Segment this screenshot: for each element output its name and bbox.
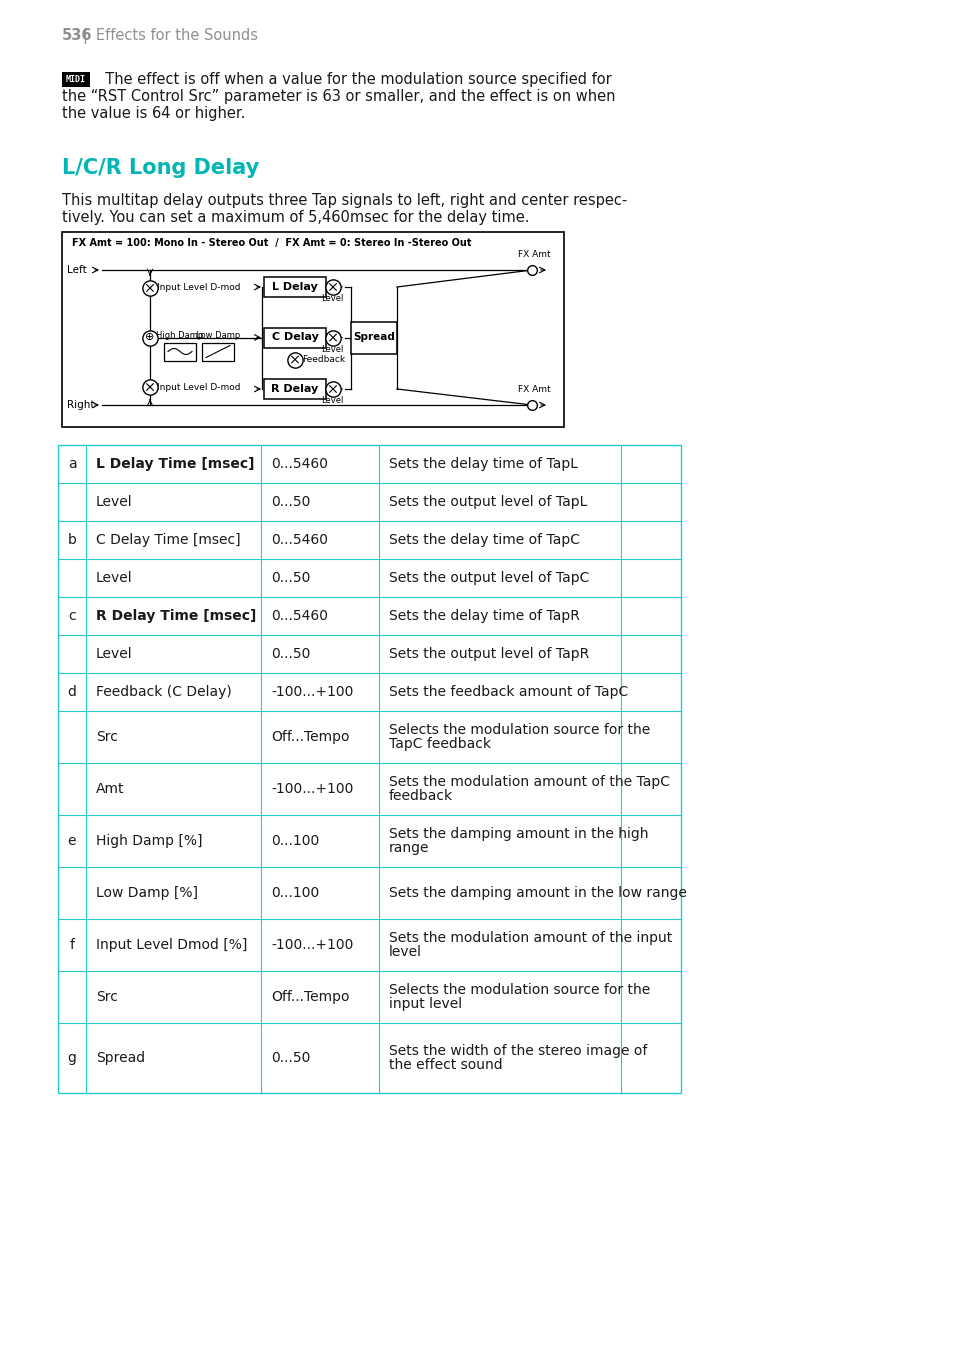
- Text: a: a: [68, 458, 76, 471]
- Text: 0...50: 0...50: [271, 647, 310, 661]
- Text: Src: Src: [96, 990, 118, 1005]
- Text: Sets the modulation amount of the TapC: Sets the modulation amount of the TapC: [389, 774, 669, 789]
- Bar: [202, 343, 233, 360]
- Text: level: level: [389, 945, 421, 959]
- Text: Spread: Spread: [96, 1051, 145, 1066]
- Text: High Damp [%]: High Damp [%]: [96, 834, 202, 848]
- Text: Level: Level: [96, 647, 132, 661]
- Text: Sets the output level of TapR: Sets the output level of TapR: [389, 647, 589, 661]
- Text: range: range: [389, 841, 429, 854]
- Text: b: b: [68, 533, 76, 547]
- Bar: [58, 445, 680, 1093]
- Text: g: g: [68, 1051, 76, 1066]
- Text: 0...5460: 0...5460: [271, 458, 328, 471]
- Text: Low Damp [%]: Low Damp [%]: [96, 886, 198, 900]
- Bar: [62, 72, 90, 87]
- Text: High Damp: High Damp: [156, 330, 203, 340]
- Text: the “RST Control Src” parameter is 63 or smaller, and the effect is on when: the “RST Control Src” parameter is 63 or…: [62, 89, 615, 104]
- Text: L/C/R Long Delay: L/C/R Long Delay: [62, 158, 259, 177]
- Text: Sets the damping amount in the high: Sets the damping amount in the high: [389, 827, 648, 841]
- Text: Sets the output level of TapL: Sets the output level of TapL: [389, 496, 587, 509]
- Text: Off...Tempo: Off...Tempo: [271, 990, 349, 1005]
- Text: Sets the feedback amount of TapC: Sets the feedback amount of TapC: [389, 685, 628, 699]
- Text: |: |: [82, 28, 87, 43]
- Text: Src: Src: [96, 730, 118, 743]
- Text: FX Amt: FX Amt: [517, 250, 550, 259]
- Text: The effect is off when a value for the modulation source specified for: The effect is off when a value for the m…: [96, 72, 611, 87]
- Text: input level: input level: [389, 997, 461, 1011]
- Text: Sets the width of the stereo image of: Sets the width of the stereo image of: [389, 1044, 647, 1057]
- Text: 0...50: 0...50: [271, 1051, 310, 1066]
- Text: Low Damp: Low Damp: [195, 330, 240, 340]
- Text: Level: Level: [96, 571, 132, 585]
- Text: L Delay: L Delay: [272, 282, 317, 292]
- Text: feedback: feedback: [389, 789, 453, 803]
- Text: f: f: [70, 938, 74, 952]
- Text: Right: Right: [67, 399, 94, 410]
- Text: Selects the modulation source for the: Selects the modulation source for the: [389, 983, 650, 997]
- Bar: [264, 328, 326, 348]
- Text: FX Amt: FX Amt: [517, 385, 550, 394]
- Text: 0...5460: 0...5460: [271, 609, 328, 623]
- Text: the effect sound: the effect sound: [389, 1057, 502, 1072]
- Text: 0...100: 0...100: [271, 834, 319, 848]
- Text: Sets the delay time of TapR: Sets the delay time of TapR: [389, 609, 579, 623]
- Text: Selects the modulation source for the: Selects the modulation source for the: [389, 723, 650, 737]
- Text: 0...100: 0...100: [271, 886, 319, 900]
- Text: Sets the modulation amount of the input: Sets the modulation amount of the input: [389, 932, 672, 945]
- Text: TapC feedback: TapC feedback: [389, 737, 491, 751]
- Text: R Delay Time [msec]: R Delay Time [msec]: [96, 609, 256, 623]
- Text: Input Level Dmod [%]: Input Level Dmod [%]: [96, 938, 247, 952]
- Text: Effects for the Sounds: Effects for the Sounds: [96, 28, 257, 43]
- Text: 0...50: 0...50: [271, 496, 310, 509]
- Text: 0...50: 0...50: [271, 571, 310, 585]
- Text: Input Level D-mod: Input Level D-mod: [157, 283, 240, 292]
- Text: 0...5460: 0...5460: [271, 533, 328, 547]
- Text: Input Level D-mod: Input Level D-mod: [157, 382, 240, 391]
- Text: Sets the delay time of TapC: Sets the delay time of TapC: [389, 533, 579, 547]
- Bar: [62, 232, 563, 427]
- Text: C Delay: C Delay: [272, 333, 318, 343]
- Text: Off...Tempo: Off...Tempo: [271, 730, 349, 743]
- Text: Level: Level: [320, 294, 343, 303]
- Bar: [351, 321, 396, 353]
- Text: d: d: [68, 685, 76, 699]
- Text: -100...+100: -100...+100: [271, 783, 353, 796]
- Bar: [164, 343, 195, 360]
- Text: ⊕: ⊕: [145, 333, 154, 343]
- Text: C Delay Time [msec]: C Delay Time [msec]: [96, 533, 240, 547]
- Text: -100...+100: -100...+100: [271, 685, 353, 699]
- Text: Level: Level: [320, 344, 343, 353]
- Text: tively. You can set a maximum of 5,460msec for the delay time.: tively. You can set a maximum of 5,460ms…: [62, 210, 529, 225]
- Text: Level: Level: [320, 395, 343, 405]
- Text: Sets the output level of TapC: Sets the output level of TapC: [389, 571, 589, 585]
- Text: Feedback: Feedback: [302, 355, 345, 364]
- Text: This multitap delay outputs three Tap signals to left, right and center respec-: This multitap delay outputs three Tap si…: [62, 194, 626, 209]
- Text: Sets the damping amount in the low range: Sets the damping amount in the low range: [389, 886, 686, 900]
- Text: Left: Left: [67, 265, 87, 275]
- Text: Sets the delay time of TapL: Sets the delay time of TapL: [389, 458, 578, 471]
- Text: Amt: Amt: [96, 783, 125, 796]
- Text: FX Amt = 100: Mono In - Stereo Out  /  FX Amt = 0: Stereo In -Stereo Out: FX Amt = 100: Mono In - Stereo Out / FX …: [71, 238, 471, 248]
- Text: -100...+100: -100...+100: [271, 938, 353, 952]
- Text: Spread: Spread: [353, 333, 395, 343]
- Bar: [264, 379, 326, 399]
- Bar: [264, 278, 326, 297]
- Text: e: e: [68, 834, 76, 848]
- Text: the value is 64 or higher.: the value is 64 or higher.: [62, 106, 245, 121]
- Text: R Delay: R Delay: [271, 385, 318, 394]
- Text: Level: Level: [96, 496, 132, 509]
- Text: Feedback (C Delay): Feedback (C Delay): [96, 685, 232, 699]
- Text: 536: 536: [62, 28, 92, 43]
- Text: L Delay Time [msec]: L Delay Time [msec]: [96, 458, 254, 471]
- Text: MIDI: MIDI: [66, 74, 86, 84]
- Text: c: c: [68, 609, 75, 623]
